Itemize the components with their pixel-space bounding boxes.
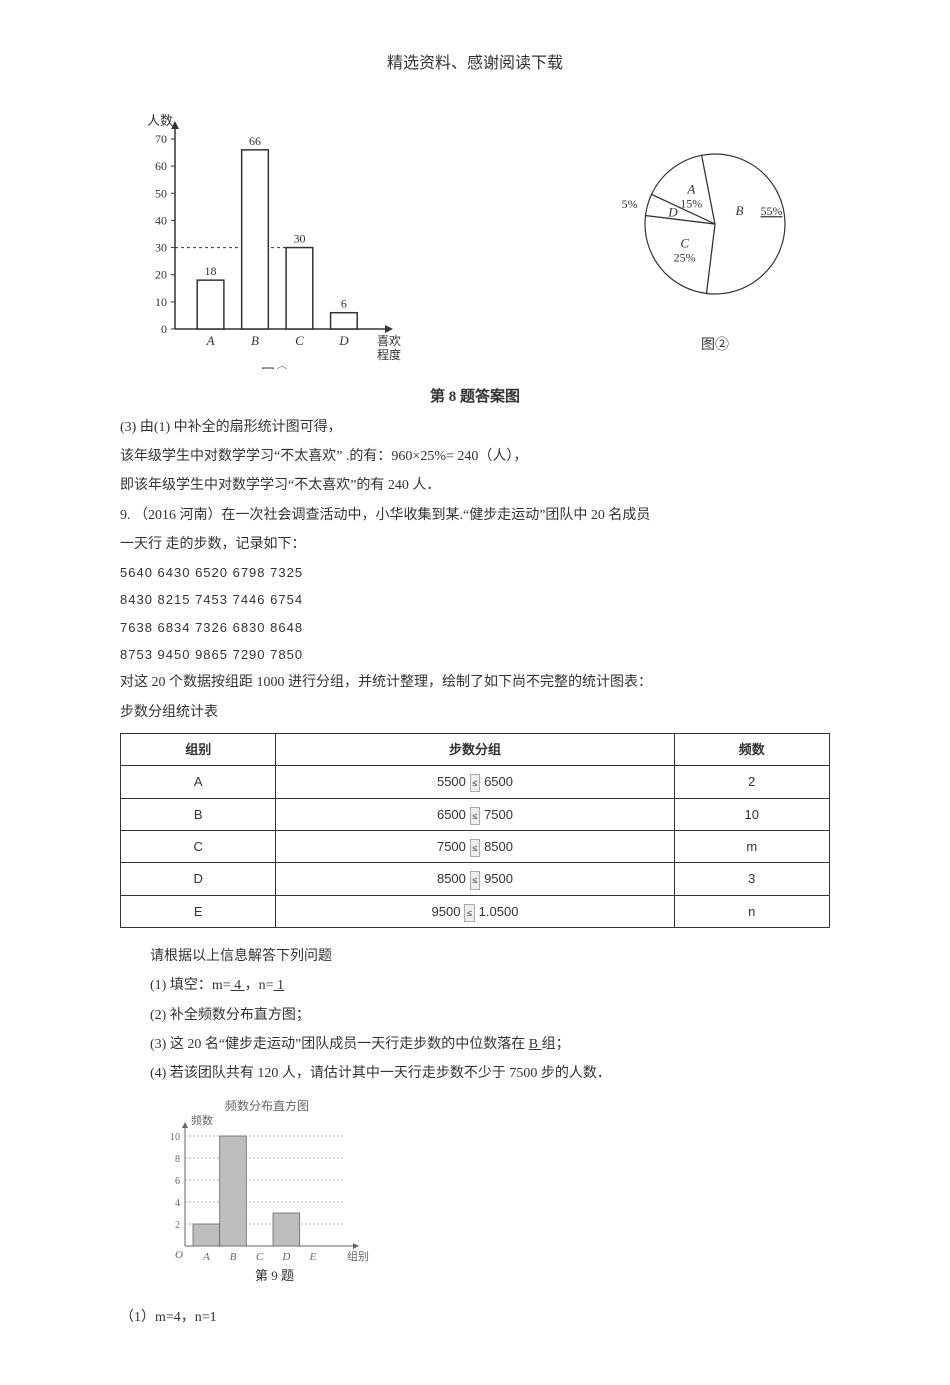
q9-1-a: (1) 填空：m=: [150, 978, 231, 993]
p3-a: 该年级学生中对数学学习“不太喜欢” .的有：960×25%= 240（人），: [120, 444, 830, 469]
q9-1: (1) 填空：m= 4 ，n= 1: [150, 973, 830, 998]
svg-text:C: C: [680, 235, 689, 250]
svg-text:70: 70: [155, 132, 167, 146]
svg-text:组别: 组别: [347, 1249, 369, 1263]
svg-text:5%: 5%: [622, 197, 638, 211]
svg-text:25%: 25%: [674, 250, 696, 264]
svg-text:55%: 55%: [760, 204, 782, 218]
svg-text:B: B: [251, 333, 259, 348]
svg-text:6: 6: [175, 1176, 180, 1187]
svg-text:40: 40: [155, 213, 167, 227]
table-row: C7500 ≤ 8500m: [121, 831, 830, 863]
data-line: 8430 8215 7453 7446 6754: [120, 588, 830, 611]
svg-text:D: D: [281, 1251, 290, 1263]
svg-text:B: B: [736, 203, 744, 218]
p3-intro: (3) 由(1) 中补全的扇形统计图可得，: [120, 415, 830, 440]
svg-text:第 9 题: 第 9 题: [255, 1268, 294, 1283]
q9-3-ans: B: [529, 1037, 542, 1052]
p3-b: 即该年级学生中对数学学习“不太喜欢”的有 240 人．: [120, 473, 830, 498]
svg-text:E: E: [309, 1251, 317, 1263]
bar-chart-box: 人数 0 10 20 30 40 50 60 70 18 A 66 B 30 C 6 D 喜欢程度图①: [120, 109, 410, 378]
table-header: 频数: [674, 733, 830, 765]
histogram-box: 频数分布直方图频数 2 4 6 8 10 O A B C D E 组别第 9 题: [150, 1096, 830, 1295]
q9-1-b: ，n=: [245, 978, 274, 993]
svg-text:B: B: [230, 1251, 237, 1263]
svg-text:30: 30: [155, 240, 167, 254]
histogram: 频数分布直方图频数 2 4 6 8 10 O A B C D E 组别第 9 题: [150, 1096, 380, 1286]
q9-1-m: 4: [231, 978, 245, 993]
q9-2: (2) 补全频数分布直方图；: [150, 1003, 830, 1028]
svg-text:D: D: [338, 333, 349, 348]
q9-group: 对这 20 个数据按组距 1000 进行分组，并统计整理，绘制了如下尚不完整的统…: [120, 670, 830, 695]
page-header: 精选资料、感谢阅读下载: [120, 50, 830, 79]
svg-text:20: 20: [155, 268, 167, 282]
svg-text:C: C: [295, 333, 304, 348]
svg-text:O: O: [175, 1249, 183, 1261]
svg-text:频数分布直方图: 频数分布直方图: [225, 1098, 309, 1113]
svg-text:15%: 15%: [680, 196, 702, 210]
table-row: A5500 ≤ 65002: [121, 766, 830, 798]
ans1: （1）m=4，n=1: [120, 1305, 830, 1330]
svg-text:10: 10: [155, 295, 167, 309]
q9-table-title: 步数分组统计表: [120, 700, 830, 725]
pie-chart-box: A15% B 55% C25% D 5% 图②: [600, 109, 830, 378]
svg-text:A: A: [202, 1251, 210, 1263]
q9-4: (4) 若该团队共有 120 人，请估计其中一天行走步数不少于 7500 步的人…: [150, 1061, 830, 1086]
pie-chart: A15% B 55% C25% D 5% 图②: [600, 109, 830, 369]
q9-3-b: 组；: [542, 1037, 570, 1052]
svg-text:8: 8: [175, 1154, 180, 1165]
step-data-block: 5640 6430 6520 6798 7325 8430 8215 7453 7…: [120, 561, 830, 667]
svg-text:30: 30: [293, 231, 305, 245]
questions-block: 请根据以上信息解答下列问题 (1) 填空：m= 4 ，n= 1 (2) 补全频数…: [150, 944, 830, 1086]
steps-table: 组别步数分组频数A5500 ≤ 65002B6500 ≤ 750010C7500…: [120, 733, 830, 928]
table-row: B6500 ≤ 750010: [121, 798, 830, 830]
svg-text:50: 50: [155, 186, 167, 200]
q9-intro-a: 9. （2016 河南）在一次社会调查活动中，小华收集到某.“健步走运动”团队中…: [120, 503, 830, 528]
table-header: 组别: [121, 733, 276, 765]
svg-text:60: 60: [155, 159, 167, 173]
data-line: 5640 6430 6520 6798 7325: [120, 561, 830, 584]
svg-text:2: 2: [175, 1220, 180, 1231]
svg-text:程度: 程度: [377, 347, 401, 362]
data-line: 7638 6834 7326 6830 8648: [120, 616, 830, 639]
q9-1-n: 1: [274, 978, 285, 993]
svg-text:4: 4: [175, 1198, 180, 1209]
q9-please: 请根据以上信息解答下列问题: [150, 944, 830, 969]
svg-text:喜欢: 喜欢: [377, 333, 401, 348]
table-row: E9500 ≤ 1.0500n: [121, 895, 830, 927]
svg-text:0: 0: [161, 322, 167, 336]
svg-text:频数: 频数: [191, 1113, 213, 1127]
svg-text:D: D: [667, 204, 678, 219]
charts-row: 人数01020304050607018A66B30C6D喜欢程度图① A15%B…: [120, 109, 830, 378]
svg-text:66: 66: [249, 134, 261, 148]
charts-caption: 第 8 题答案图: [120, 384, 830, 411]
svg-text:图②: 图②: [701, 337, 729, 353]
q9-3: (3) 这 20 名“健步走运动”团队成员一天行走步数的中位数落在 B 组；: [150, 1032, 830, 1057]
table-row: D8500 ≤ 95003: [121, 863, 830, 895]
svg-text:A: A: [686, 181, 695, 196]
svg-text:人数: 人数: [147, 113, 173, 128]
bar-chart: 人数 0 10 20 30 40 50 60 70 18 A 66 B 30 C 6 D 喜欢程度图①: [120, 109, 410, 369]
q9-3-a: (3) 这 20 名“健步走运动”团队成员一天行走步数的中位数落在: [150, 1037, 529, 1052]
svg-text:图①: 图①: [261, 367, 289, 369]
data-line: 8753 9450 9865 7290 7850: [120, 643, 830, 666]
svg-text:A: A: [206, 333, 215, 348]
table-header: 步数分组: [276, 733, 674, 765]
svg-text:18: 18: [205, 264, 217, 278]
svg-text:6: 6: [341, 297, 347, 311]
svg-text:10: 10: [170, 1132, 180, 1143]
svg-text:C: C: [256, 1251, 264, 1263]
q9-intro-b: 一天行 走的步数，记录如下：: [120, 532, 830, 557]
